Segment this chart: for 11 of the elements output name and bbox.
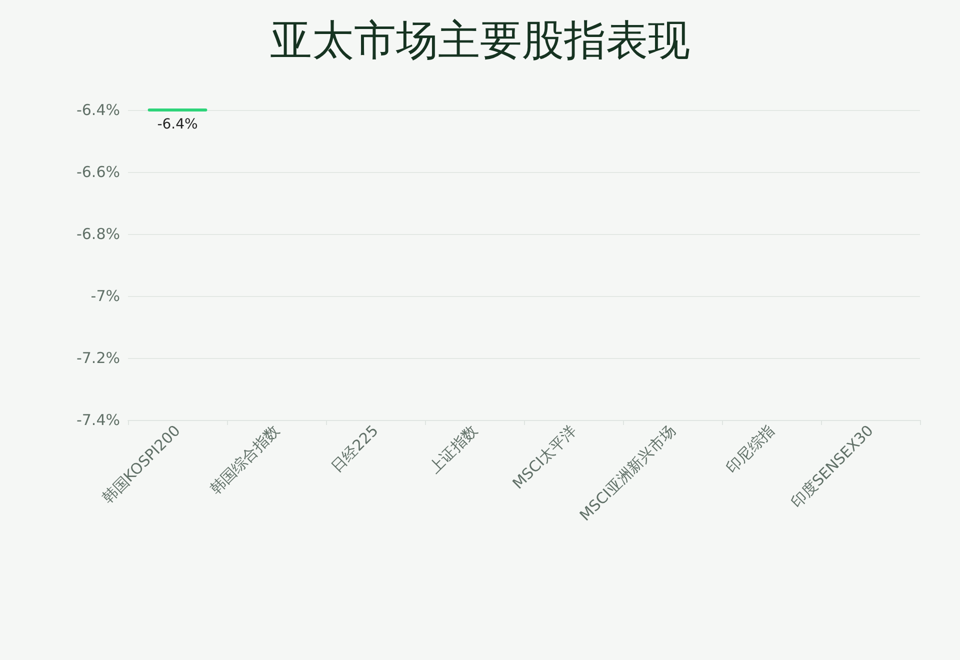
y-tick-label: -6.4% [76,101,120,119]
x-tick-label: 上证指数 [426,422,481,477]
y-tick-label: -7.2% [76,349,120,367]
y-tick-label: -6.6% [76,163,120,181]
data-label: -6.4% [157,116,198,132]
chart-title: 亚太市场主要股指表现 [270,16,690,64]
y-tick-label: -7.4% [76,411,120,429]
x-tick-label: 印尼综指 [722,422,778,477]
y-tick-label: -6.8% [76,225,120,243]
x-tick-label: 韩国综合指数 [206,422,283,498]
y-tick-label: -7% [90,287,120,305]
